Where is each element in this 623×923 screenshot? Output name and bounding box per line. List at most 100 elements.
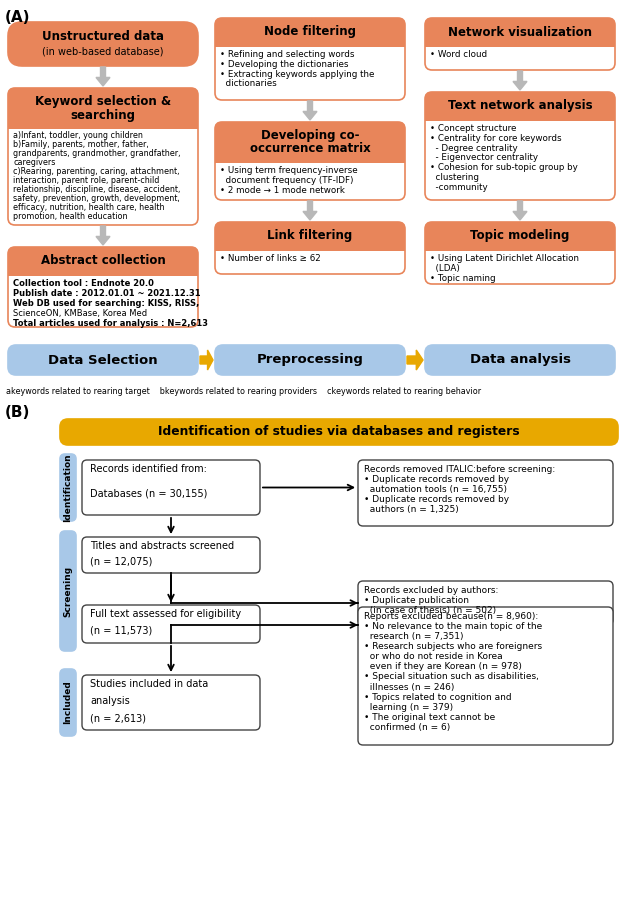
Text: • The original text cannot be: • The original text cannot be [364,713,495,722]
FancyArrow shape [96,226,110,245]
FancyBboxPatch shape [60,419,618,445]
Text: clustering: clustering [430,173,479,182]
Text: (n = 2,613): (n = 2,613) [90,713,146,724]
FancyBboxPatch shape [215,122,405,200]
Text: (LDA): (LDA) [430,264,460,273]
FancyArrow shape [303,201,317,220]
Text: Identification: Identification [64,453,72,521]
Bar [425,39,615,47]
Text: Records identified from:: Records identified from: [90,464,207,474]
Text: Total articles used for analysis : N=2,613: Total articles used for analysis : N=2,6… [13,318,208,328]
Text: Topic modeling: Topic modeling [470,230,569,243]
FancyBboxPatch shape [82,605,260,643]
Text: Identification of studies via databases and registers: Identification of studies via databases … [158,426,520,438]
Text: • Topic naming: • Topic naming [430,273,496,282]
Text: illnesses (n = 246): illnesses (n = 246) [364,682,454,691]
Text: • Duplicate records removed by: • Duplicate records removed by [364,475,509,484]
Text: • Cohesion for sub-topic group by: • Cohesion for sub-topic group by [430,163,578,172]
Text: occurrence matrix: occurrence matrix [250,142,371,155]
Text: relationship, discipline, disease, accident,: relationship, discipline, disease, accid… [13,185,181,194]
Text: or who do not reside in Korea: or who do not reside in Korea [364,653,503,661]
FancyBboxPatch shape [425,92,615,120]
Text: • Concept structure: • Concept structure [430,124,516,133]
Text: • Research subjects who are foreigners: • Research subjects who are foreigners [364,642,542,652]
FancyBboxPatch shape [8,247,198,327]
Text: • Using term frequency-inverse: • Using term frequency-inverse [220,166,358,175]
Text: a)Infant, toddler, young children: a)Infant, toddler, young children [13,131,143,140]
Text: confirmed (n = 6): confirmed (n = 6) [364,723,450,732]
Text: Reports excluded because(n = 8,960):: Reports excluded because(n = 8,960): [364,612,538,621]
Text: safety, prevention, growth, development,: safety, prevention, growth, development, [13,194,180,203]
Text: Included: Included [64,680,72,725]
Text: (n = 12,075): (n = 12,075) [90,557,153,567]
Text: Screening: Screening [64,566,72,617]
Text: Data analysis: Data analysis [470,354,571,366]
FancyBboxPatch shape [425,222,615,250]
FancyBboxPatch shape [60,531,76,651]
Text: Unstructured data: Unstructured data [42,30,164,43]
Text: Databases (n = 30,155): Databases (n = 30,155) [90,488,207,498]
FancyBboxPatch shape [82,460,260,515]
Bar [215,243,405,251]
Bar [215,39,405,47]
Text: • Duplicate publication: • Duplicate publication [364,596,469,605]
Text: Collection tool : Endnote 20.0: Collection tool : Endnote 20.0 [13,279,154,288]
Text: automation tools (n = 16,755): automation tools (n = 16,755) [364,485,507,494]
Text: (B): (B) [5,405,31,420]
Text: Studies included in data: Studies included in data [90,679,208,689]
FancyArrow shape [303,101,317,120]
Text: authors (n = 1,325): authors (n = 1,325) [364,505,459,514]
FancyBboxPatch shape [425,18,615,46]
Text: research (n = 7,351): research (n = 7,351) [364,632,464,641]
Text: • No relevance to the main topic of the: • No relevance to the main topic of the [364,622,542,631]
Bar [8,121,198,129]
FancyBboxPatch shape [8,345,198,375]
Text: (in web-based database): (in web-based database) [42,46,164,56]
Text: Preprocessing: Preprocessing [257,354,363,366]
Text: Records removed ITALIC:before screening:: Records removed ITALIC:before screening: [364,465,555,474]
FancyBboxPatch shape [60,669,76,736]
Text: • Centrality for core keywords: • Centrality for core keywords [430,134,561,143]
Text: • Word cloud: • Word cloud [430,50,487,59]
Text: • Topics related to cognition and: • Topics related to cognition and [364,692,511,701]
FancyBboxPatch shape [425,18,615,70]
FancyBboxPatch shape [8,22,198,66]
Text: caregivers: caregivers [13,158,55,167]
Text: • Developing the dictionaries: • Developing the dictionaries [220,60,348,69]
Text: (in case of thesis) (n = 502): (in case of thesis) (n = 502) [364,606,496,615]
Text: • Refining and selecting words: • Refining and selecting words [220,50,354,59]
Text: (A): (A) [5,10,31,25]
FancyBboxPatch shape [215,222,405,274]
Text: • Special situation such as disabilities,: • Special situation such as disabilities… [364,673,539,681]
Text: Titles and abstracts screened: Titles and abstracts screened [90,541,234,551]
Text: • Using Latent Dirichlet Allocation: • Using Latent Dirichlet Allocation [430,254,579,263]
Text: document frequency (TF-IDF): document frequency (TF-IDF) [220,176,353,186]
FancyArrow shape [513,201,527,220]
FancyBboxPatch shape [425,92,615,200]
Text: c)Rearing, parenting, caring, attachment,: c)Rearing, parenting, caring, attachment… [13,167,179,176]
FancyBboxPatch shape [358,460,613,526]
FancyBboxPatch shape [8,247,198,275]
Text: even if they are Korean (n = 978): even if they are Korean (n = 978) [364,663,522,671]
Text: b)Family, parents, mother, father,: b)Family, parents, mother, father, [13,140,149,149]
Text: interaction, parent role, parent-child: interaction, parent role, parent-child [13,176,159,185]
FancyBboxPatch shape [82,537,260,573]
FancyBboxPatch shape [358,607,613,745]
Text: • 2 mode → 1 mode network: • 2 mode → 1 mode network [220,186,345,195]
FancyBboxPatch shape [215,222,405,250]
Text: Link filtering: Link filtering [267,230,353,243]
Text: learning (n = 379): learning (n = 379) [364,702,453,712]
Text: Full text assessed for eligibility: Full text assessed for eligibility [90,609,241,619]
Text: Node filtering: Node filtering [264,26,356,39]
Text: -community: -community [430,183,488,192]
Text: Abstract collection: Abstract collection [40,255,165,268]
Text: Developing co-: Developing co- [261,128,359,141]
Text: Keyword selection &: Keyword selection & [35,94,171,107]
Bar [215,155,405,163]
Text: Data Selection: Data Selection [48,354,158,366]
FancyBboxPatch shape [425,222,615,284]
Text: • Duplicate records removed by: • Duplicate records removed by [364,496,509,504]
FancyBboxPatch shape [425,345,615,375]
FancyBboxPatch shape [8,88,198,225]
Text: Text network analysis: Text network analysis [448,100,592,113]
